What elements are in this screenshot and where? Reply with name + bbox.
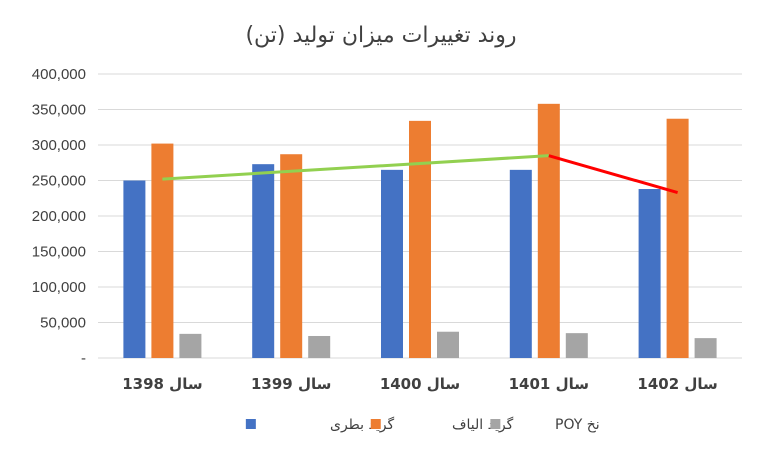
bar [151,143,174,358]
bar [509,169,532,358]
bar [694,338,717,358]
y-tick-label: 250,000 [32,173,86,190]
legend-swatch [245,419,256,429]
y-tick-label: 150,000 [32,244,86,261]
y-tick-label: 400,000 [32,66,86,83]
legend-swatch [370,419,381,429]
bar [308,335,331,358]
legend: گرید بطری گرید الیاف نخ POY [245,416,600,433]
bar [381,169,403,358]
trendline [548,154,679,195]
x-axis-labels: سال 1398 سال 1399 سال 1400 سال 1401 سال 1402 [122,375,718,393]
y-tick-label: 100,000 [32,279,86,296]
legend-label: گرید بطری [330,416,394,433]
bar [666,118,689,358]
legend-label: گرید الیاف [452,416,514,433]
bar [638,189,661,358]
bar [565,333,588,358]
x-tick-label: سال 1399 [251,375,331,393]
y-tick-label: 350,000 [32,102,86,119]
trendline [162,154,549,181]
x-tick-label: سال 1402 [637,375,717,393]
y-tick-label: 200,000 [32,208,86,225]
chart-title: روند تغییرات میزان تولید (تن) [245,23,516,48]
x-tick-label: سال 1398 [122,375,202,393]
bar [409,120,431,358]
x-tick-label: سال 1401 [509,375,589,393]
bar [537,103,560,358]
bar [123,180,146,358]
bar [179,333,202,358]
y-tick-label: - [81,350,86,367]
legend-swatch [490,419,501,429]
bar [252,164,275,358]
bar [437,331,459,358]
bar [280,154,303,358]
y-axis-ticks: - 50,000 100,000 150,000 200,000 250,000 300,0… [32,66,86,367]
y-tick-label: 300,000 [32,137,86,154]
legend-label: نخ POY [555,417,600,433]
x-tick-label: سال 1400 [380,375,460,393]
y-tick-label: 50,000 [40,315,86,332]
bars [123,103,717,358]
trendlines [162,154,679,195]
